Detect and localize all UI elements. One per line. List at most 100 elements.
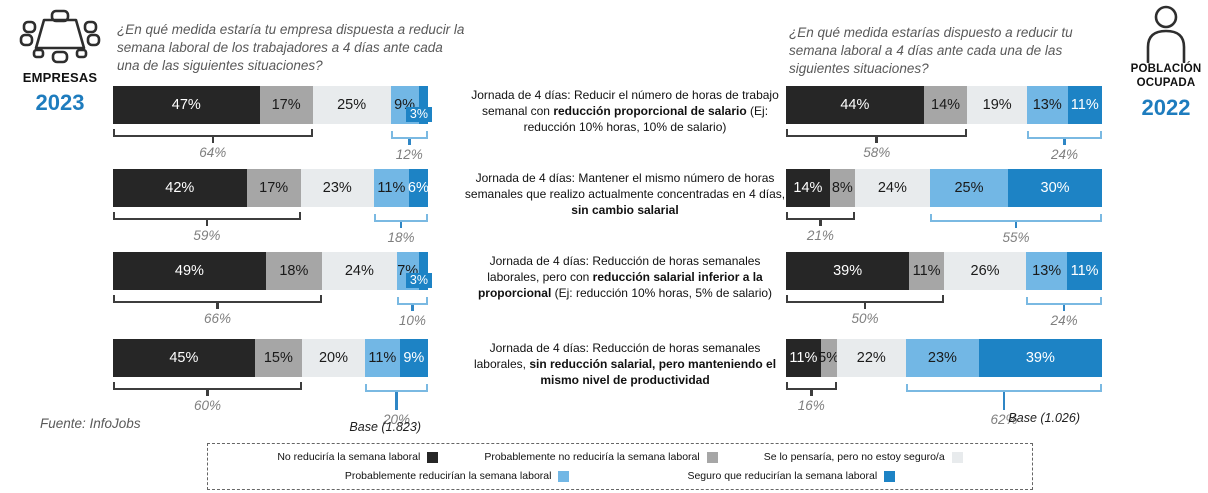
scenario-text: Jornada de 4 días: Reducción de horas se… [473, 341, 777, 388]
legend-label: Probablemente no reduciría la semana lab… [484, 451, 700, 463]
segment-value-label: 39% [1025, 350, 1055, 366]
segment-value-label: 47% [171, 97, 201, 113]
gray-swatch-icon [706, 451, 718, 463]
bar-row: 11% 5% 22% 23% 39% 16% 62% [786, 339, 1102, 427]
stacked-bar: 39% 11% 26% 13% 11% [786, 252, 1102, 290]
segment-value-label: 9% [403, 350, 425, 366]
segment-value-label: 30% [1040, 180, 1070, 196]
bracket-line [113, 212, 301, 220]
chart-poblacion: 44% 14% 19% 13% 11% 58% 24% 14% 8% 24% 25% 30% 21% 55… [786, 0, 1102, 493]
segment-value-label: 24% [344, 263, 374, 279]
segment-value-label: 11% [912, 263, 941, 279]
segment-value-label: 15% [263, 350, 293, 366]
scenario-text: Jornada de 4 días: Reducir el número de … [471, 88, 779, 135]
legend-item-no-reduciria: No reduciría la semana laboral [277, 451, 439, 463]
stacked-bar: 47% 17% 25% 9% 3% [113, 86, 432, 124]
bar-segment: 19% [967, 86, 1027, 124]
bar-segment: 17% [246, 169, 301, 207]
segment-value-label: 39% [833, 263, 863, 279]
bar-segment: 49% [113, 252, 266, 290]
segment-value-label: 24% [877, 180, 907, 196]
bar-segment: 25% [929, 169, 1009, 207]
bar-segment: 39% [978, 339, 1102, 377]
segment-value-label: 14% [793, 180, 823, 196]
segment-value-callout: 3% [405, 273, 432, 288]
bar-segment: 26% [943, 252, 1027, 290]
segment-value-label: 17% [259, 180, 289, 196]
segment-value-label: 11% [1070, 263, 1099, 279]
bracket-total-label: 12% [395, 147, 423, 162]
bar-segment: 20% [302, 339, 365, 377]
bar-segment: 42% [113, 169, 247, 207]
scenario-text: Jornada de 4 días: Mantener el mismo núm… [464, 171, 786, 218]
segment-value-label: 11% [377, 180, 406, 196]
poblacion-label: POBLACIÓN OCUPADA [1130, 63, 1202, 89]
segment-value-label: 25% [954, 180, 984, 196]
bracket-tick [216, 303, 219, 309]
bracket-tick [1002, 392, 1006, 410]
bar-segment: 18% [265, 252, 322, 290]
bar-row: 45% 15% 20% 11% 9% 60% 20% [113, 339, 428, 427]
chart-empresas: 47% 17% 25% 9% 3% 64% 12% 42% 17% 23% 11% 6% 59% 18% 4… [113, 0, 432, 493]
bar-segment: 9% [399, 339, 428, 377]
bracket-line [929, 214, 1102, 222]
reduce-bracket: 18% [373, 214, 428, 245]
bracket-total-label: 55% [1002, 230, 1030, 245]
empresas-panel: EMPRESAS 2023 [12, 8, 108, 116]
bar-row: 42% 17% 23% 11% 6% 59% 18% [113, 169, 429, 247]
light-gray-swatch-icon [951, 451, 963, 463]
legend-label: Seguro que reducirían la semana laboral [687, 470, 878, 482]
segment-value-label: 42% [165, 180, 195, 196]
bar-segment: 45% [113, 339, 255, 377]
bar-segment [418, 252, 428, 290]
reduce-bracket: 12% [390, 131, 428, 162]
no-reduce-bracket: 66% [113, 295, 322, 326]
legend-item-seguro-si: Seguro que reducirían la semana laboral [687, 470, 896, 482]
bracket-total-label: 60% [193, 398, 222, 413]
bracket-tick [205, 220, 209, 226]
bar-row: 39% 11% 26% 13% 11% 50% 24% [786, 252, 1102, 330]
bar-segment: 11% [365, 339, 400, 377]
stacked-bar: 44% 14% 19% 13% 11% [786, 86, 1102, 124]
legend-item-probablemente-no: Probablemente no reduciría la semana lab… [484, 451, 718, 463]
bracket-tick [206, 390, 209, 396]
segment-value-label: 25% [337, 97, 367, 113]
bar-segment: 8% [829, 169, 855, 207]
bracket-line [906, 384, 1102, 392]
bracket-tick [819, 220, 822, 226]
bracket-line [113, 129, 313, 137]
bar-segment: 17% [259, 86, 313, 124]
segment-value-label: 18% [279, 263, 309, 279]
poblacion-panel: POBLACIÓN OCUPADA 2022 [1126, 5, 1206, 121]
legend-item-se-lo-pensaria: Se lo pensaría, pero no estoy seguro/a [764, 451, 963, 463]
no-reduce-bracket: 16% [786, 382, 837, 413]
segment-value-label: 45% [169, 350, 199, 366]
segment-value-label: 26% [970, 263, 1000, 279]
person-icon [1126, 5, 1206, 63]
segment-value-callout: 3% [405, 107, 432, 122]
bar-row: 14% 8% 24% 25% 30% 21% 55% [786, 169, 1102, 247]
bracket-line [1026, 131, 1102, 139]
bracket-total-label: 16% [797, 398, 825, 413]
bar-segment: 11% [909, 252, 944, 290]
segment-value-label: 11% [789, 350, 818, 366]
bracket-tick [411, 305, 414, 311]
bracket-tick [875, 137, 878, 143]
bracket-tick [395, 392, 398, 410]
light-blue-swatch-icon [558, 470, 570, 482]
dark-blue-swatch-icon [884, 470, 896, 482]
bracket-line [786, 212, 855, 220]
bracket-line [365, 384, 428, 392]
bar-segment: 25% [312, 86, 391, 124]
bracket-tick [810, 390, 813, 396]
bracket-total-label: 64% [199, 145, 227, 160]
bar-segment: 23% [906, 339, 979, 377]
segment-value-label: 11% [1070, 97, 1099, 113]
bar-segment: 11% [1067, 252, 1102, 290]
black-swatch-icon [427, 451, 439, 463]
bar-segment: 13% [1026, 252, 1068, 290]
bar-segment: 11% [786, 339, 821, 377]
bracket-total-label: 50% [851, 311, 879, 326]
bracket-tick [1062, 305, 1066, 311]
bar-segment: 44% [786, 86, 924, 124]
